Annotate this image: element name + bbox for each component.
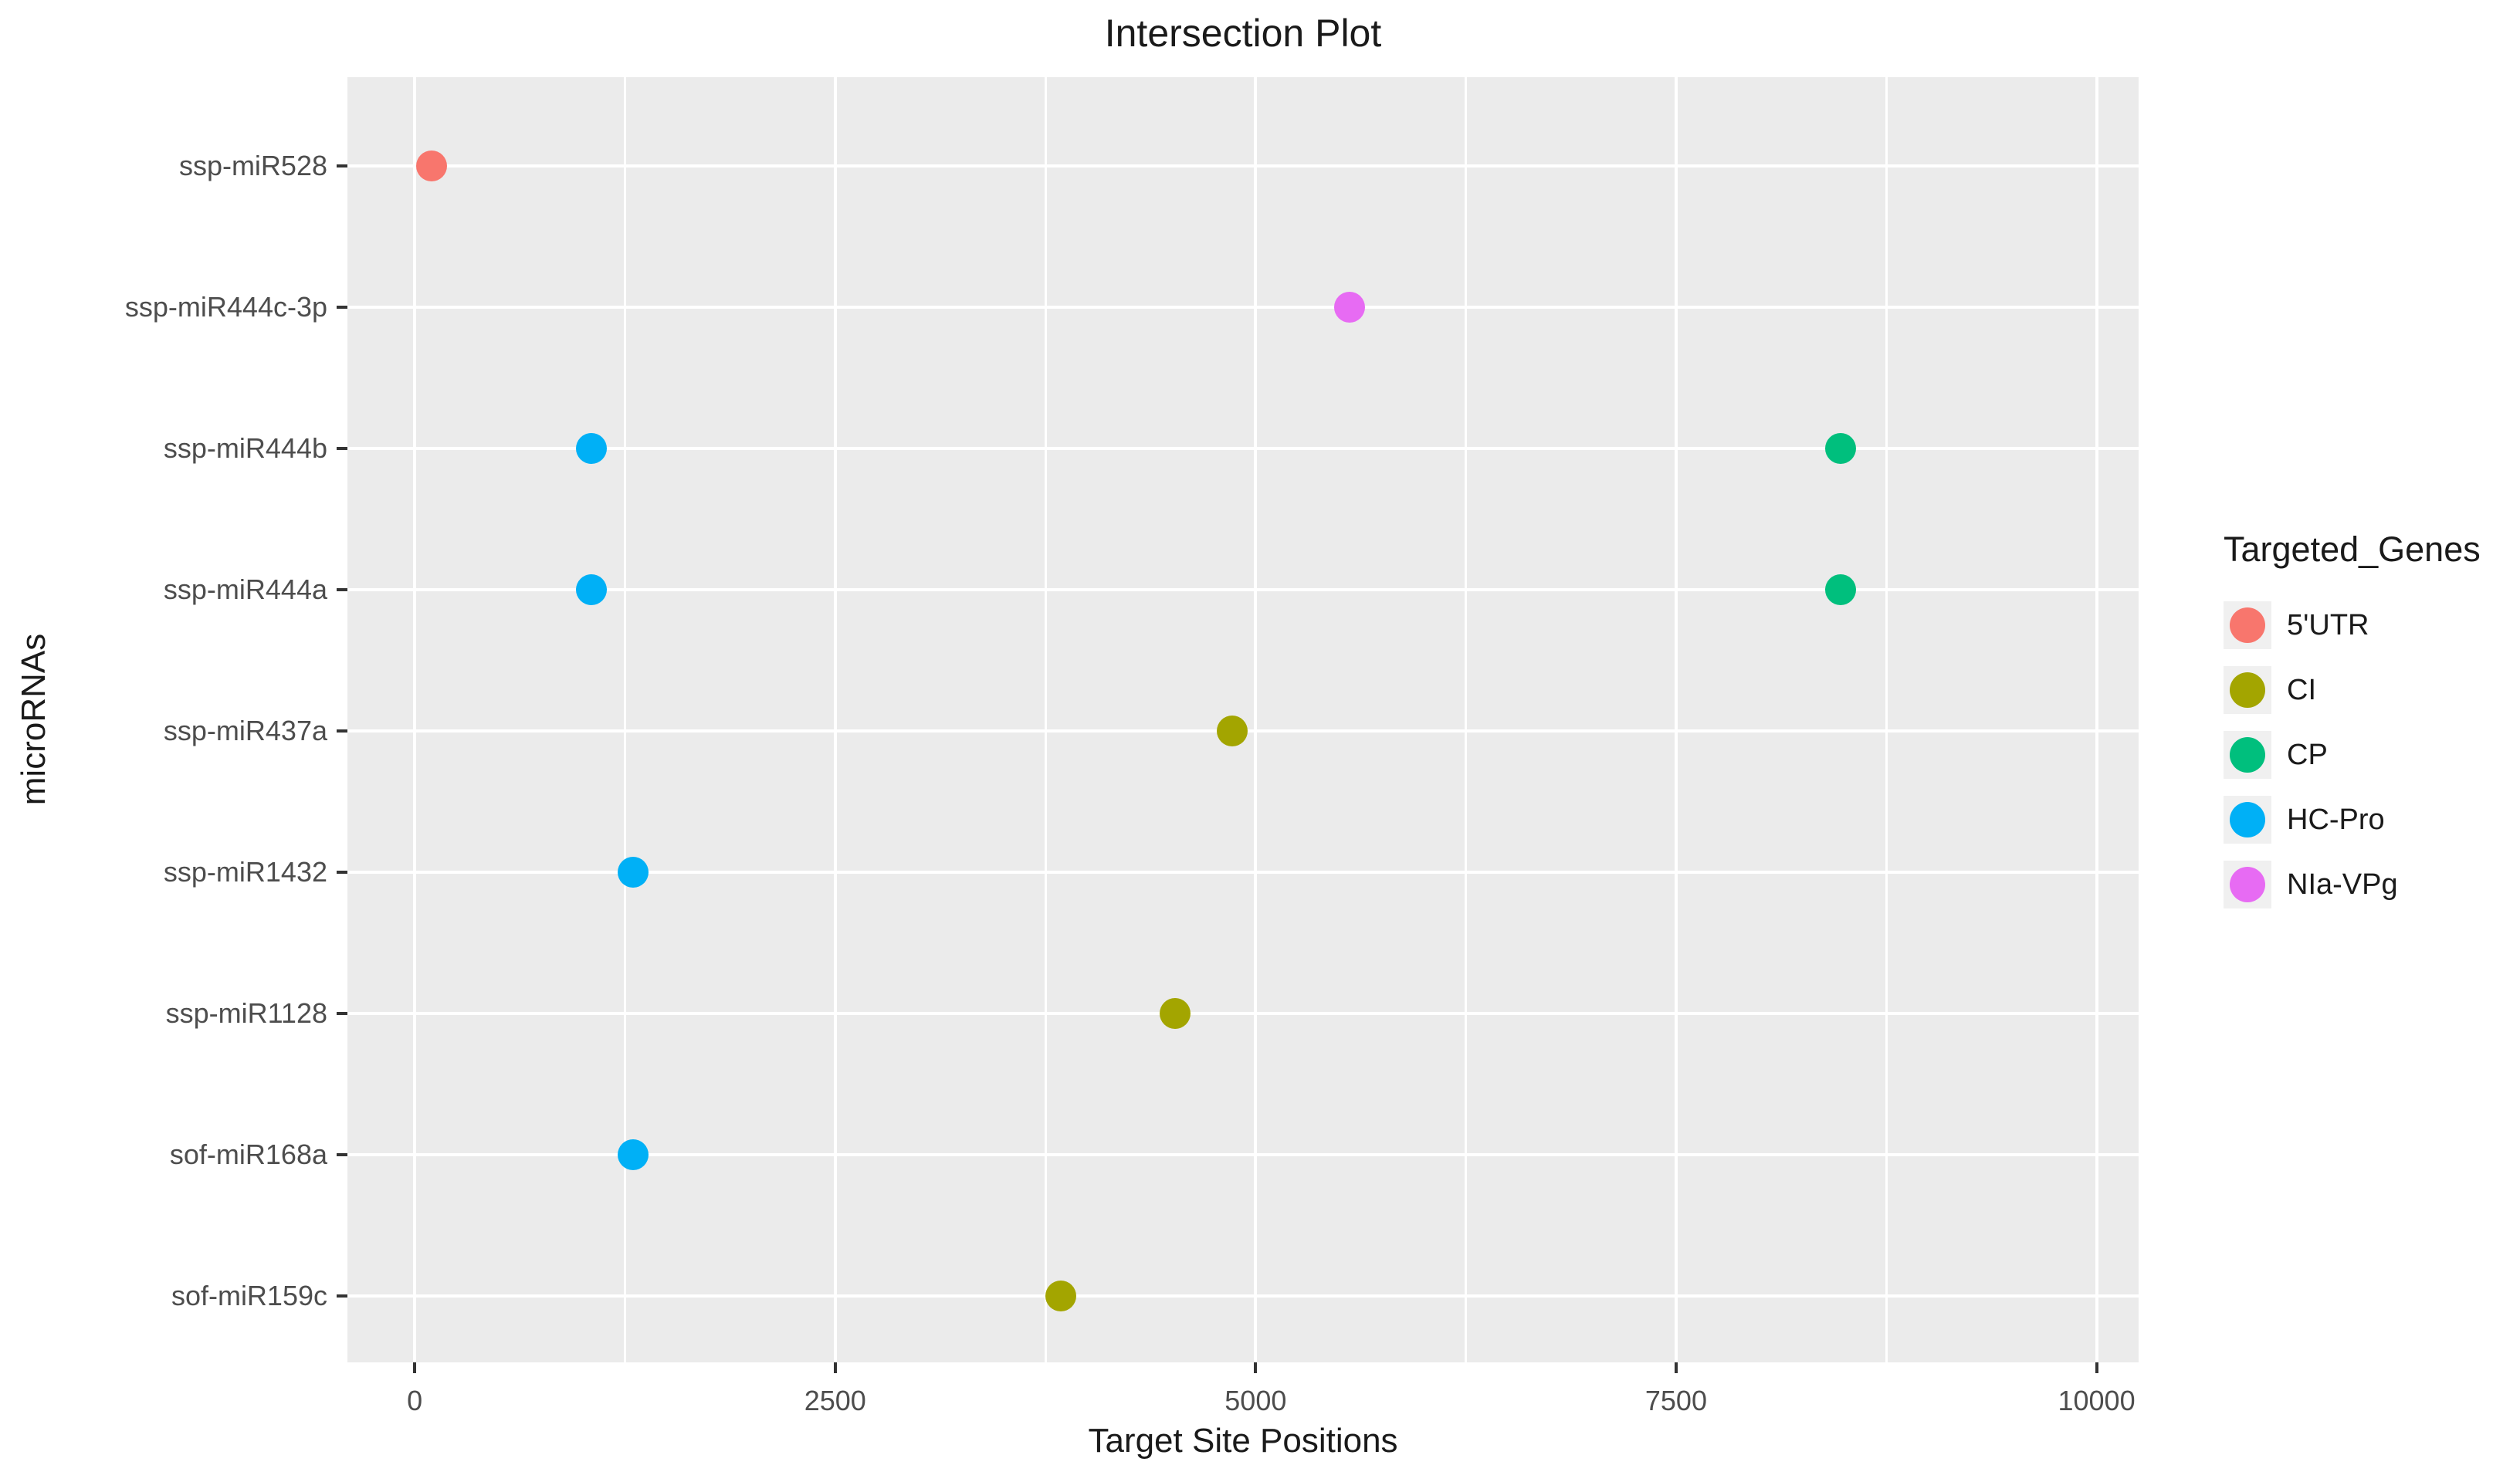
minor-gridline-x [623,77,626,1362]
legend-item-label: 5'UTR [2287,608,2369,641]
data-point [1334,292,1366,323]
x-tick-label: 10000 [2058,1385,2136,1416]
y-tick-label: ssp-miR437a [163,715,327,746]
legend-key-dot [2230,802,2265,837]
x-tick-mark [833,1362,837,1373]
legend-item: 5'UTR [2224,601,2481,649]
major-gridline-y [347,588,2139,591]
legend-item-label: CI [2287,673,2316,706]
legend-item: CI [2224,666,2481,714]
legend-item: NIa-VPg [2224,861,2481,908]
legend-key-dot [2230,737,2265,773]
legend-key-dot [2230,672,2265,708]
y-tick-label: sof-miR159c [171,1280,327,1311]
y-tick-mark [337,1153,347,1156]
x-tick-mark [1674,1362,1678,1373]
legend: Targeted_Genes 5'UTR CI CP HC-Pro NIa-VPg [2224,529,2481,908]
y-tick-mark [337,729,347,733]
major-gridline-y [347,1153,2139,1156]
y-tick-mark [337,588,347,591]
plot-panel [347,77,2139,1362]
major-gridline-y [347,164,2139,167]
data-point [575,433,607,464]
major-gridline-y [347,871,2139,874]
x-tick-label: 7500 [1644,1385,1707,1416]
y-tick-mark [337,1012,347,1015]
major-gridline-y [347,1294,2139,1298]
y-tick-label: ssp-miR444a [163,574,327,605]
legend-key [2224,861,2271,908]
legend-item-label: CP [2287,738,2328,771]
major-gridline-x [1674,77,1678,1362]
legend-key-dot [2230,867,2265,902]
x-tick-label: 0 [407,1385,423,1416]
legend-item-label: HC-Pro [2287,803,2385,836]
data-point [1825,433,1857,464]
legend-item-label: NIa-VPg [2287,868,2398,901]
minor-gridline-x [1465,77,1468,1362]
data-point [575,574,607,605]
legend-key-dot [2230,607,2265,643]
legend-item: HC-Pro [2224,796,2481,844]
data-point [415,151,447,181]
major-gridline-x [1254,77,1258,1362]
y-tick-mark [337,871,347,874]
major-gridline-y [347,306,2139,309]
y-tick-label: ssp-miR444b [163,432,327,464]
y-tick-mark [337,1294,347,1298]
y-tick-label: ssp-miR444c-3p [124,291,327,323]
x-tick-mark [1254,1362,1258,1373]
legend-key [2224,796,2271,844]
minor-gridline-x [1044,77,1047,1362]
data-point [618,857,649,888]
major-gridline-x [413,77,417,1362]
x-tick-mark [413,1362,417,1373]
y-tick-mark [337,447,347,450]
x-axis-title: Target Site Positions [1088,1422,1398,1460]
legend-title: Targeted_Genes [2224,530,2481,569]
data-point [618,1139,649,1170]
chart-title: Intersection Plot [1104,12,1382,55]
x-tick-mark [2095,1362,2098,1373]
data-point [1045,1281,1076,1311]
major-gridline-y [347,1012,2139,1015]
y-tick-mark [337,306,347,309]
y-tick-mark [337,164,347,167]
legend-items: 5'UTR CI CP HC-Pro NIa-VPg [2224,601,2481,908]
major-gridline-y [347,447,2139,450]
y-tick-label: ssp-miR528 [178,150,327,181]
y-tick-label: ssp-miR1432 [163,856,327,888]
legend-key [2224,731,2271,779]
data-point [1159,998,1191,1029]
y-tick-label: ssp-miR1128 [165,997,327,1029]
legend-key [2224,601,2271,649]
x-tick-label: 5000 [1224,1385,1287,1416]
data-point [1825,574,1857,605]
minor-gridline-x [1885,77,1888,1362]
legend-key [2224,666,2271,714]
x-tick-label: 2500 [804,1385,866,1416]
data-point [1216,716,1248,746]
y-tick-label: sof-miR168a [169,1139,327,1170]
major-gridline-x [833,77,837,1362]
legend-item: CP [2224,731,2481,779]
major-gridline-x [2095,77,2098,1362]
